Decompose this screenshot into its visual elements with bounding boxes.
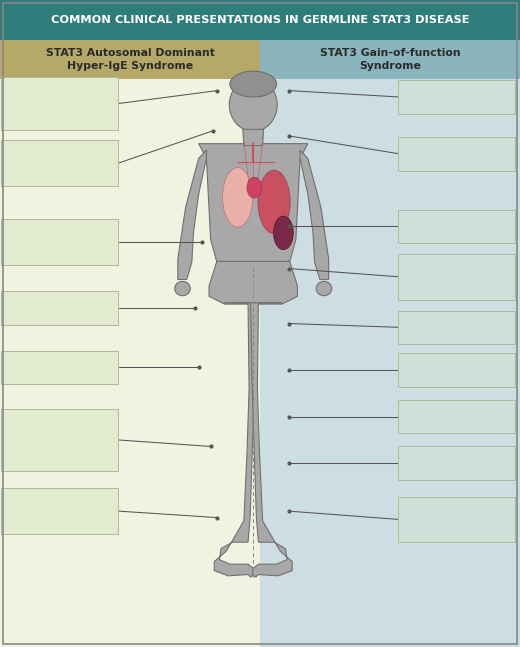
Ellipse shape	[274, 216, 293, 250]
Text: Atopic dermatitis: Atopic dermatitis	[21, 363, 99, 372]
FancyBboxPatch shape	[2, 77, 119, 130]
FancyBboxPatch shape	[0, 79, 260, 647]
FancyBboxPatch shape	[2, 409, 119, 471]
Text: Splenomegaly: Splenomegaly	[424, 323, 489, 332]
Text: Enteropathy: Enteropathy	[429, 412, 484, 421]
Text: Eczema: Eczema	[439, 366, 474, 375]
Ellipse shape	[230, 71, 277, 97]
Text: Retention
of primary teeth: Retention of primary teeth	[23, 153, 97, 173]
Text: COMMON CLINICAL PRESENTATIONS IN GERMLINE STAT3 DISEASE: COMMON CLINICAL PRESENTATIONS IN GERMLIN…	[51, 15, 469, 25]
Ellipse shape	[247, 177, 262, 198]
Text: Hypogammaglobulinemia: Hypogammaglobulinemia	[398, 459, 515, 468]
FancyBboxPatch shape	[398, 353, 515, 387]
FancyBboxPatch shape	[2, 488, 119, 534]
Text: Growth Failure: Growth Failure	[424, 93, 489, 102]
Polygon shape	[199, 144, 308, 262]
FancyBboxPatch shape	[2, 140, 119, 186]
Text: Chronic Mucocutaneous
Candidiasis: Chronic Mucocutaneous Candidiasis	[6, 93, 114, 114]
Ellipse shape	[229, 78, 277, 131]
Text: Connective tissue
abnormalities: Connective tissue abnormalities	[19, 501, 100, 521]
Text: STAT3 Gain-of-function
Syndrome: STAT3 Gain-of-function Syndrome	[320, 48, 460, 71]
FancyBboxPatch shape	[398, 400, 515, 433]
Polygon shape	[214, 303, 256, 577]
Text: Interstitial
Lung Disease: Interstitial Lung Disease	[426, 267, 487, 287]
Ellipse shape	[316, 281, 332, 296]
FancyBboxPatch shape	[398, 137, 515, 171]
Polygon shape	[300, 150, 329, 280]
Ellipse shape	[175, 281, 190, 296]
Text: Autoimmune cytopenia: Autoimmune cytopenia	[404, 149, 510, 159]
Text: Susceptibility to infection
Bacterial, viral, fungal: Susceptibility to infection Bacterial, v…	[398, 509, 515, 530]
Ellipse shape	[223, 168, 253, 227]
FancyBboxPatch shape	[398, 80, 515, 114]
Polygon shape	[243, 129, 264, 146]
FancyBboxPatch shape	[398, 446, 515, 480]
Text: Recurrent
pulmonary infection: Recurrent pulmonary infection	[14, 232, 106, 252]
FancyBboxPatch shape	[260, 40, 520, 79]
Ellipse shape	[258, 170, 290, 234]
FancyBboxPatch shape	[398, 497, 515, 542]
Polygon shape	[209, 261, 297, 304]
Polygon shape	[251, 303, 292, 577]
FancyBboxPatch shape	[398, 210, 515, 243]
Text: Scoliosis: Scoliosis	[41, 303, 79, 313]
FancyBboxPatch shape	[398, 311, 515, 344]
FancyBboxPatch shape	[2, 219, 119, 265]
Polygon shape	[178, 150, 206, 280]
FancyBboxPatch shape	[398, 254, 515, 300]
FancyBboxPatch shape	[260, 79, 520, 647]
FancyBboxPatch shape	[2, 291, 119, 325]
Text: Lymphadenopathy: Lymphadenopathy	[414, 222, 499, 231]
FancyBboxPatch shape	[2, 351, 119, 384]
FancyBboxPatch shape	[0, 0, 520, 40]
Text: STAT3 Autosomal Dominant
Hyper-IgE Syndrome: STAT3 Autosomal Dominant Hyper-IgE Syndr…	[46, 48, 214, 71]
FancyBboxPatch shape	[0, 40, 260, 79]
Text: Reduced Ag-specific
Ab response
Hyper-serum IgE: Reduced Ag-specific Ab response Hyper-se…	[14, 424, 106, 455]
